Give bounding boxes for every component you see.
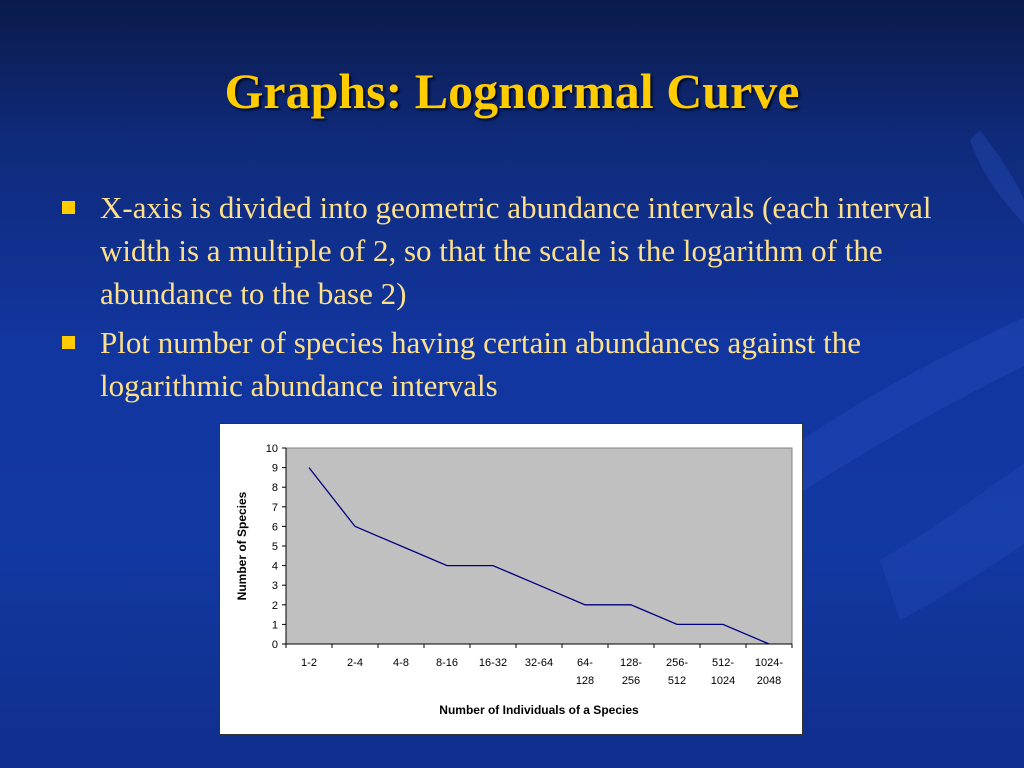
slide-title: Graphs: Lognormal Curve bbox=[224, 63, 800, 119]
bullet-list: X-axis is divided into geometric abundan… bbox=[62, 186, 962, 413]
x-tick-label: 4-8 bbox=[393, 657, 409, 669]
line-chart-svg: 0 1 2 3 4 5 6 7 8 9 10 1-2 2-4 4-8 8-16 16-32 32-64 64- 12… bbox=[235, 443, 793, 717]
y-tick-label: 6 bbox=[272, 521, 278, 533]
y-tick-label: 5 bbox=[272, 541, 278, 553]
x-tick-label: 2048 bbox=[757, 675, 781, 687]
y-tick-label: 4 bbox=[272, 561, 278, 573]
y-tick-label: 8 bbox=[272, 482, 278, 494]
x-tick-label: 512- bbox=[712, 657, 734, 669]
y-tick-label: 0 bbox=[272, 639, 278, 651]
x-tick-label: 16-32 bbox=[479, 657, 507, 669]
x-tick-label: 1024 bbox=[711, 675, 735, 687]
x-tick-label: 256 bbox=[622, 675, 640, 687]
square-bullet-icon bbox=[62, 336, 75, 349]
y-tick-label: 1 bbox=[272, 619, 278, 631]
x-tick-label: 1-2 bbox=[301, 657, 317, 669]
y-tick-label: 10 bbox=[266, 443, 278, 455]
x-tick-label: 2-4 bbox=[347, 657, 363, 669]
square-bullet-icon bbox=[62, 201, 75, 214]
y-tick-label: 7 bbox=[272, 502, 278, 514]
x-tick-label: 32-64 bbox=[525, 657, 553, 669]
y-tick-label: 9 bbox=[272, 463, 278, 475]
bullet-item: X-axis is divided into geometric abundan… bbox=[62, 186, 962, 315]
chart: 0 1 2 3 4 5 6 7 8 9 10 1-2 2-4 4-8 8-16 16-32 32-64 64- 12… bbox=[219, 423, 803, 735]
bullet-text: Plot number of species having certain ab… bbox=[100, 325, 861, 403]
x-tick-label: 1024- bbox=[755, 657, 783, 669]
x-tick-label: 64- bbox=[577, 657, 593, 669]
plot-area bbox=[285, 447, 793, 645]
bullet-text: X-axis is divided into geometric abundan… bbox=[100, 190, 932, 311]
x-tick-label: 256- bbox=[666, 657, 688, 669]
y-tick-label: 2 bbox=[272, 600, 278, 612]
y-axis-title: Number of Species bbox=[235, 491, 249, 600]
y-tick-label: 3 bbox=[272, 580, 278, 592]
x-tick-label: 128 bbox=[576, 675, 594, 687]
x-tick-label: 128- bbox=[620, 657, 642, 669]
x-tick-label: 512 bbox=[668, 675, 686, 687]
bullet-item: Plot number of species having certain ab… bbox=[62, 321, 962, 407]
x-tick-label: 8-16 bbox=[436, 657, 458, 669]
x-axis-title: Number of Individuals of a Species bbox=[439, 703, 639, 717]
